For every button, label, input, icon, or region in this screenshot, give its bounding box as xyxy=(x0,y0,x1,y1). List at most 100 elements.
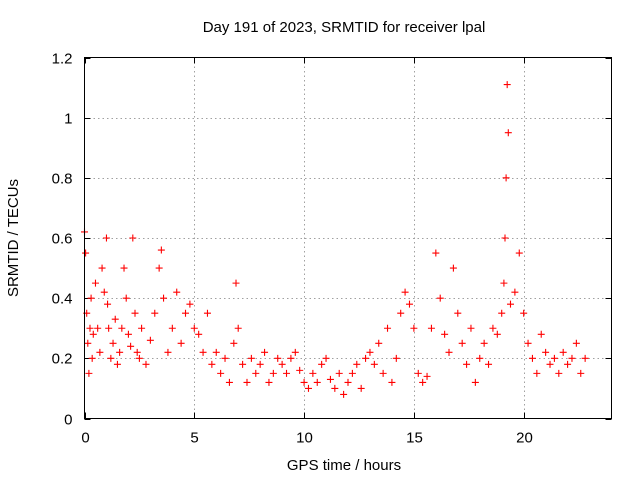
data-point xyxy=(199,348,207,356)
data-point xyxy=(221,354,229,362)
data-point xyxy=(195,330,203,338)
data-point xyxy=(109,339,117,347)
data-point xyxy=(309,369,317,377)
data-point xyxy=(234,324,242,332)
data-point xyxy=(326,375,334,383)
data-point xyxy=(397,309,405,317)
data-point xyxy=(524,339,532,347)
data-point xyxy=(458,339,466,347)
data-point xyxy=(84,339,92,347)
data-point xyxy=(511,288,519,296)
data-point xyxy=(384,324,392,332)
data-point xyxy=(164,348,172,356)
data-point xyxy=(344,378,352,386)
data-point xyxy=(261,348,269,356)
data-point xyxy=(322,354,330,362)
data-point xyxy=(252,369,260,377)
data-point xyxy=(146,336,154,344)
data-point xyxy=(506,300,514,308)
data-point xyxy=(401,288,409,296)
data-point xyxy=(182,309,190,317)
data-point xyxy=(190,324,198,332)
data-point xyxy=(217,369,225,377)
data-point xyxy=(120,264,128,272)
data-point xyxy=(500,279,508,287)
data-point xyxy=(568,354,576,362)
data-point xyxy=(423,372,431,380)
data-point xyxy=(454,309,462,317)
data-point xyxy=(256,360,264,368)
data-point xyxy=(335,369,343,377)
y-tick-label: 1 xyxy=(64,111,72,128)
data-point xyxy=(131,309,139,317)
data-point xyxy=(96,348,104,356)
data-point xyxy=(232,279,240,287)
data-point xyxy=(304,384,312,392)
data-point xyxy=(155,264,163,272)
data-point xyxy=(203,309,211,317)
data-point xyxy=(94,324,102,332)
data-point xyxy=(300,378,308,386)
data-point xyxy=(208,360,216,368)
data-point xyxy=(111,315,119,323)
x-tick-label: 10 xyxy=(296,430,313,447)
data-point xyxy=(122,294,130,302)
data-point xyxy=(85,369,93,377)
x-tick-label: 20 xyxy=(516,430,533,447)
data-point xyxy=(157,246,165,254)
data-point xyxy=(436,294,444,302)
data-point xyxy=(239,360,247,368)
data-point xyxy=(82,249,90,257)
data-point xyxy=(419,378,427,386)
data-point xyxy=(138,324,146,332)
data-point xyxy=(520,309,528,317)
data-point xyxy=(375,339,383,347)
data-point xyxy=(296,366,304,374)
data-point xyxy=(445,348,453,356)
data-point xyxy=(243,378,251,386)
data-point xyxy=(537,330,545,338)
data-point xyxy=(212,348,220,356)
data-point xyxy=(550,354,558,362)
data-point xyxy=(129,234,137,242)
data-point xyxy=(291,348,299,356)
data-point xyxy=(405,300,413,308)
grid xyxy=(84,57,612,419)
data-point xyxy=(559,348,567,356)
ticks xyxy=(84,57,612,420)
data-point xyxy=(133,348,141,356)
data-point xyxy=(118,324,126,332)
data-point xyxy=(340,390,348,398)
data-point xyxy=(370,360,378,368)
data-point xyxy=(489,324,497,332)
data-point xyxy=(357,384,365,392)
data-point xyxy=(528,354,536,362)
data-point xyxy=(348,369,356,377)
data-point xyxy=(515,249,523,257)
data-point xyxy=(113,360,121,368)
data-point xyxy=(471,378,479,386)
data-point xyxy=(577,369,585,377)
data-point xyxy=(441,330,449,338)
data-point xyxy=(502,174,510,182)
y-tick-label: 0.6 xyxy=(52,231,73,248)
data-point xyxy=(503,81,511,89)
tick-labels: 0 5 10 15 20 0 0.2 0.4 0.6 0.8 1 1.2 xyxy=(52,51,533,447)
data-point xyxy=(493,330,501,338)
data-point xyxy=(362,354,370,362)
data-point xyxy=(142,360,150,368)
data-point xyxy=(104,300,112,308)
data-point xyxy=(230,339,238,347)
data-point xyxy=(379,369,387,377)
data-point xyxy=(533,369,541,377)
data-point xyxy=(564,360,572,368)
data-point xyxy=(463,360,471,368)
data-point xyxy=(366,348,374,356)
data-point xyxy=(186,300,194,308)
data-point xyxy=(107,354,115,362)
data-point xyxy=(173,288,181,296)
data-point xyxy=(504,129,512,137)
y-tick-label: 0.4 xyxy=(52,291,73,308)
